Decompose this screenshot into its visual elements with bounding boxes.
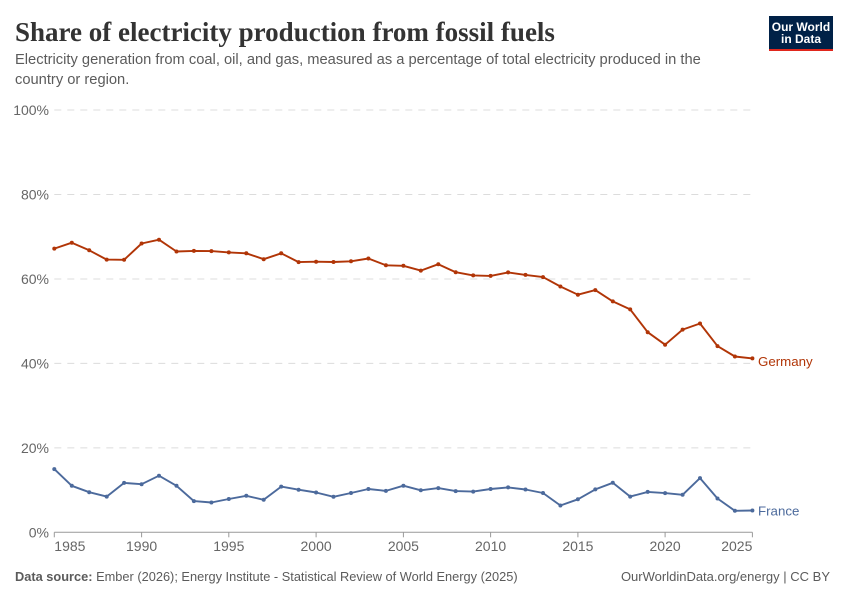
svg-text:20%: 20% bbox=[21, 440, 49, 456]
svg-text:2025: 2025 bbox=[721, 538, 752, 554]
svg-text:1985: 1985 bbox=[54, 538, 85, 554]
svg-text:60%: 60% bbox=[21, 271, 49, 287]
svg-text:2005: 2005 bbox=[388, 538, 419, 554]
svg-text:France: France bbox=[758, 504, 799, 519]
svg-text:1990: 1990 bbox=[126, 538, 157, 554]
svg-text:0%: 0% bbox=[29, 524, 49, 540]
svg-text:Germany: Germany bbox=[758, 354, 813, 369]
svg-text:2010: 2010 bbox=[475, 538, 506, 554]
svg-text:100%: 100% bbox=[13, 102, 49, 118]
svg-text:1995: 1995 bbox=[213, 538, 244, 554]
svg-text:40%: 40% bbox=[21, 355, 49, 371]
svg-text:2015: 2015 bbox=[562, 538, 593, 554]
svg-text:80%: 80% bbox=[21, 187, 49, 203]
svg-text:2000: 2000 bbox=[301, 538, 332, 554]
svg-text:2020: 2020 bbox=[650, 538, 681, 554]
